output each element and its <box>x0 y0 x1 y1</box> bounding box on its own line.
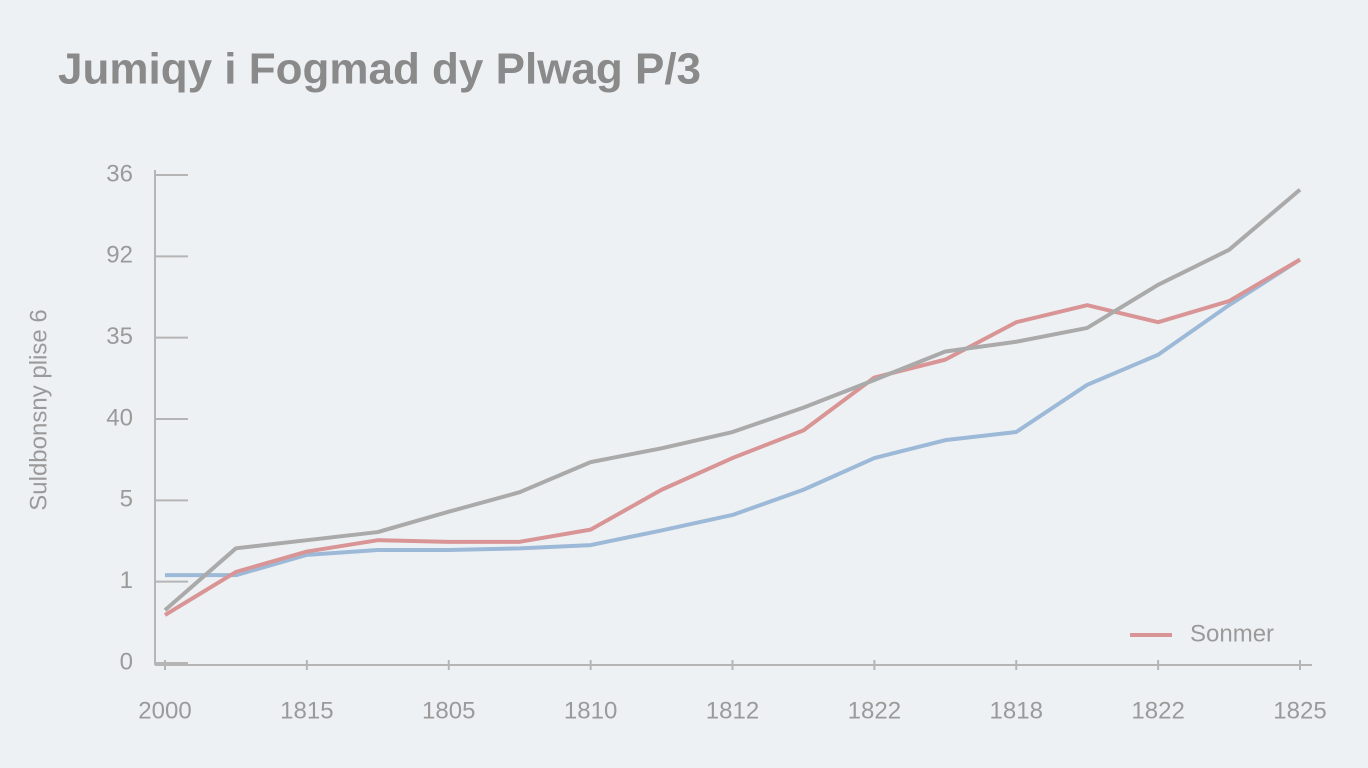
y-axis-label: Suldbonsny plise 6 <box>25 309 52 510</box>
y-tick-label: 40 <box>106 404 133 431</box>
y-tick-label: 92 <box>106 242 133 269</box>
y-tick-label: 1 <box>120 567 133 594</box>
x-tick-label: 1825 <box>1273 697 1326 724</box>
x-tick-label: 1818 <box>990 697 1043 724</box>
y-tick-label: 35 <box>106 323 133 350</box>
x-tick-label: 1822 <box>848 697 901 724</box>
x-tick-label: 1815 <box>280 697 333 724</box>
y-tick-label: 0 <box>120 648 133 675</box>
y-tick-label: 5 <box>120 486 133 513</box>
chart-title: Jumiqy i Fogmad dy Plwag P/3 <box>58 45 701 94</box>
y-tick-label: 36 <box>106 160 133 187</box>
series-line <box>165 257 1302 578</box>
legend-label: Sonmer <box>1190 620 1274 647</box>
series-line <box>163 257 1302 617</box>
x-tick-label: 1805 <box>422 697 475 724</box>
x-tick-label: 1810 <box>564 697 617 724</box>
series-line <box>163 188 1302 612</box>
x-tick-label: 1822 <box>1131 697 1184 724</box>
x-tick-label: 1812 <box>706 697 759 724</box>
x-tick-label: 2000 <box>138 697 191 724</box>
